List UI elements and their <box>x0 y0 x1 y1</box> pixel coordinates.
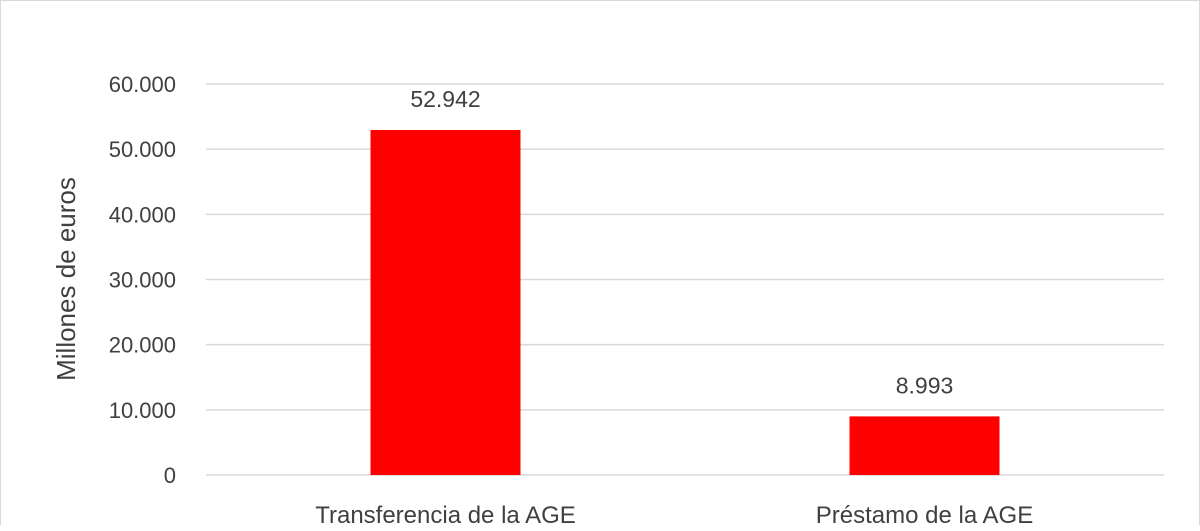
bar <box>849 416 1000 475</box>
y-tick-label: 0 <box>164 463 176 488</box>
data-labels: 52.942 8.993 <box>410 86 953 398</box>
x-category-label: Préstamo de la AGE <box>816 502 1033 526</box>
bars <box>370 129 1000 475</box>
y-tick-label: 10.000 <box>109 398 176 423</box>
y-tick-label: 60.000 <box>109 72 176 97</box>
y-axis-ticks: 0 10.000 20.000 30.000 40.000 50.000 60.000 <box>109 72 176 488</box>
bar <box>370 129 521 475</box>
y-tick-label: 20.000 <box>109 333 176 358</box>
y-tick-label: 50.000 <box>109 137 176 162</box>
x-category-label: Transferencia de la AGE <box>315 502 576 526</box>
gridlines <box>206 83 1164 476</box>
y-tick-label: 30.000 <box>109 268 176 293</box>
data-label: 8.993 <box>896 372 954 398</box>
y-tick-label: 40.000 <box>109 202 176 227</box>
y-axis-title: Millones de euros <box>51 177 81 381</box>
data-label: 52.942 <box>410 86 480 112</box>
x-axis-categories: Transferencia de la AGE Préstamo de la AG… <box>315 502 1033 529</box>
